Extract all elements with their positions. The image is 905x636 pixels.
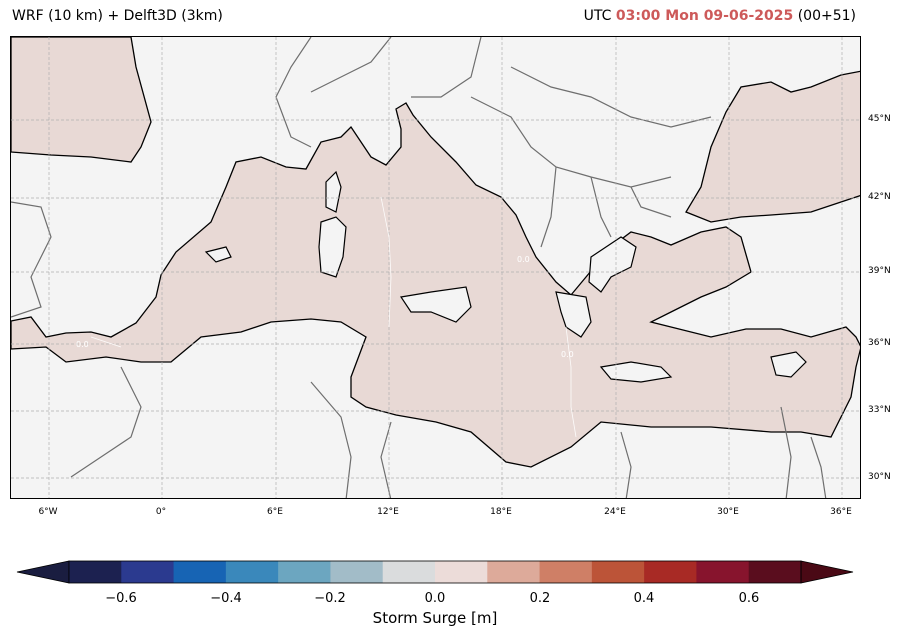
contour-label: 0.0: [76, 340, 89, 349]
colorbar-tick: 0.6: [738, 591, 760, 606]
colorbar: [16, 560, 854, 584]
lon-tick: 30°E: [717, 507, 739, 517]
contour-label: 0.0: [561, 350, 574, 359]
balearic: [204, 246, 232, 263]
sardinia: [318, 216, 347, 278]
black-sea: [685, 70, 860, 223]
colorbar-tick: −0.2: [314, 591, 346, 606]
map-title: WRF (10 km) + Delft3D (3km): [12, 8, 223, 24]
colorbar-tick: 0.2: [529, 591, 551, 606]
lon-tick: 24°E: [604, 507, 626, 517]
colorbar-segment: [225, 561, 279, 583]
lat-tick: 33°N: [868, 405, 891, 415]
crete: [599, 361, 673, 383]
colorbar-segments: [69, 561, 802, 583]
colorbar-tick: −0.6: [105, 591, 137, 606]
lat-tick: 36°N: [868, 338, 891, 348]
colorbar-label: Storm Surge [m]: [372, 609, 498, 627]
lon-tick: 36°E: [830, 507, 852, 517]
colorbar-segment: [591, 561, 645, 583]
zero-contours: [90, 196, 577, 438]
map-panel: 0.0 0.0 0.0: [10, 36, 861, 499]
lat-tick: 45°N: [868, 114, 891, 124]
colorbar-segment: [748, 561, 802, 583]
lon-tick: 18°E: [490, 507, 512, 517]
colorbar-under-arrow: [16, 560, 70, 584]
cyprus: [770, 351, 807, 378]
colorbar-segment: [278, 561, 331, 583]
colorbar-tick: −0.4: [210, 591, 242, 606]
colorbar-segment: [487, 561, 541, 583]
map-canvas: 0.0 0.0 0.0: [11, 37, 860, 498]
lon-tick: 0°: [155, 507, 167, 517]
colorbar-segment: [435, 561, 488, 583]
colorbar-segment: [173, 561, 227, 583]
colorbar-segment: [382, 561, 436, 583]
colorbar-segment: [330, 561, 384, 583]
lead-time: (00+51): [797, 8, 856, 24]
colorbar-segment: [644, 561, 697, 583]
forecast-time: UTC 03:00 Mon 09-06-2025 (00+51): [584, 8, 856, 24]
colorbar-tick: 0.0: [424, 591, 446, 606]
lat-tick: 39°N: [868, 266, 891, 276]
sicily: [399, 286, 472, 323]
contour-label: 0.0: [517, 255, 530, 264]
lon-tick: 6°E: [267, 507, 283, 517]
lat-tick: 30°N: [868, 472, 891, 482]
peloponnese: [555, 291, 592, 338]
lat-tick: 42°N: [868, 192, 891, 202]
graticule: [11, 37, 860, 498]
colorbar-segment: [121, 561, 175, 583]
colorbar-segment: [539, 561, 593, 583]
atlantic: [11, 37, 152, 163]
lon-tick: 6°W: [38, 507, 58, 517]
corsica: [325, 170, 342, 213]
valid-datetime: 03:00 Mon 09-06-2025: [615, 8, 794, 24]
colorbar-over-arrow: [800, 560, 854, 584]
utc-label: UTC: [583, 8, 612, 24]
lon-tick: 12°E: [377, 507, 399, 517]
colorbar-segment: [69, 561, 122, 583]
colorbar-segment: [696, 561, 750, 583]
colorbar-tick: 0.4: [633, 591, 655, 606]
